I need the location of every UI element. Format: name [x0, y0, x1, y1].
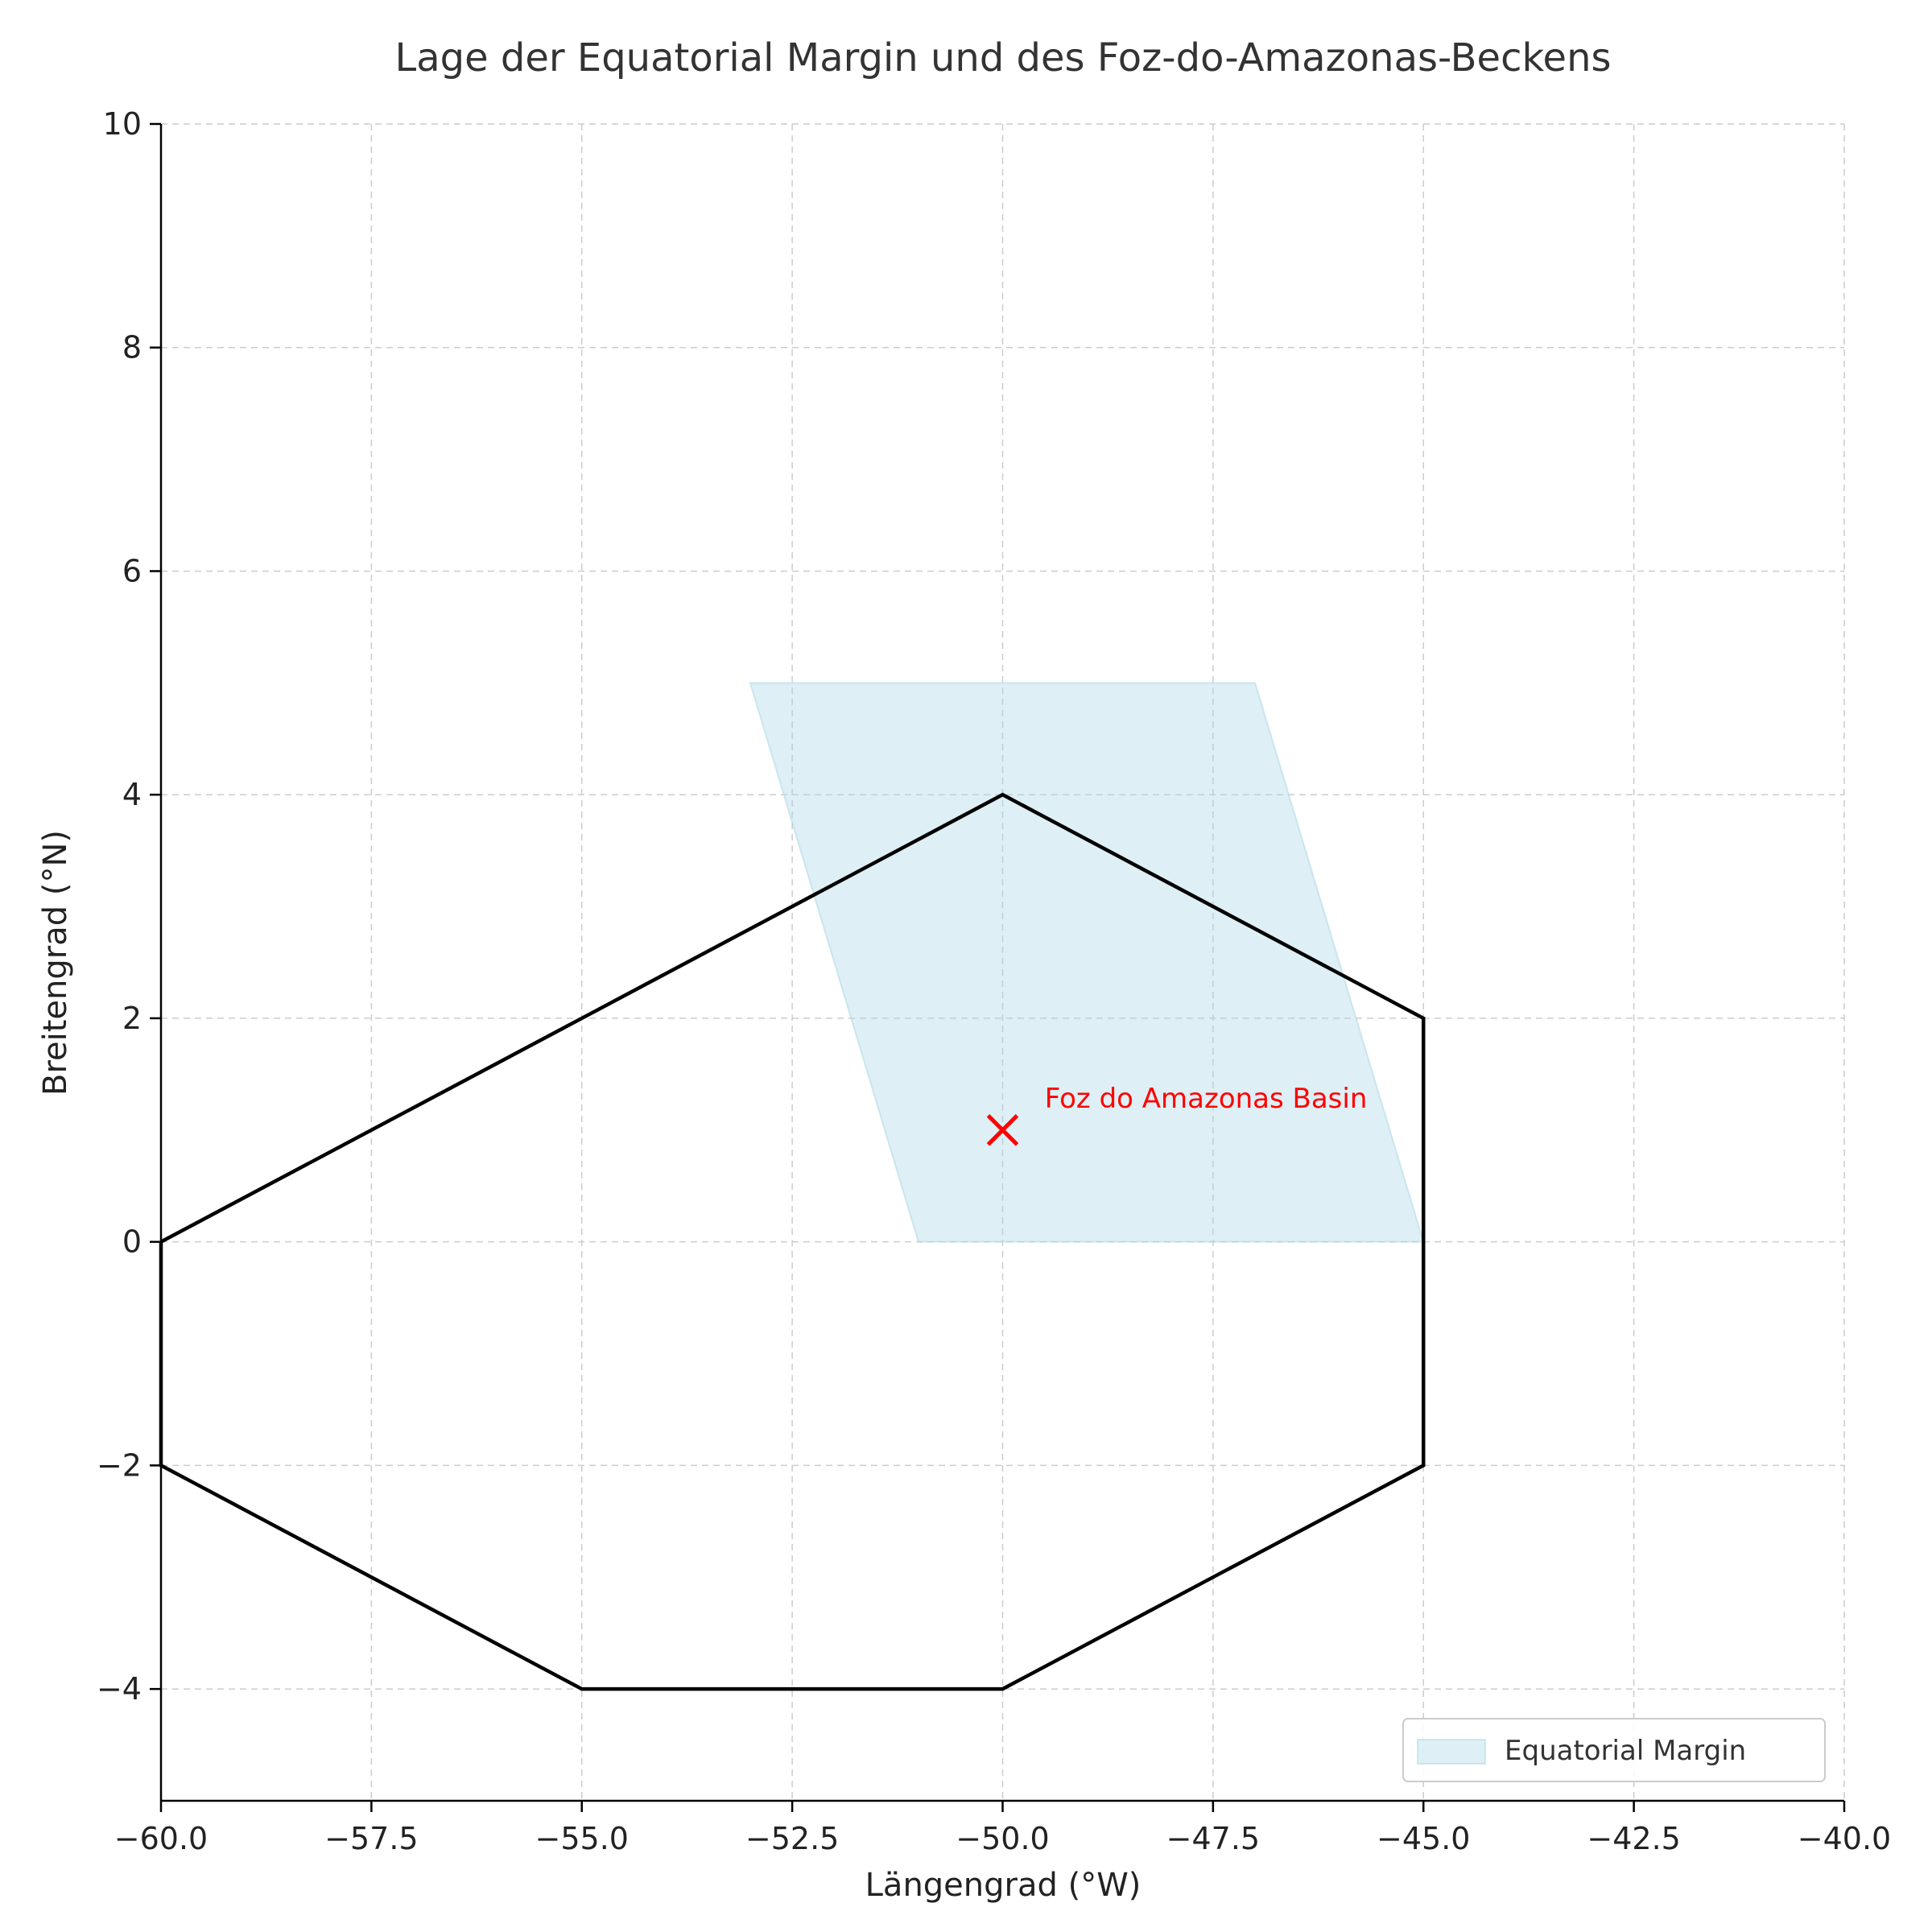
legend: Equatorial Margin [1402, 1718, 1826, 1782]
marker-foz-do-amazonas [986, 1114, 1019, 1146]
x-tick-label: −55.0 [535, 1821, 629, 1856]
x-ticks: −60.0 −57.5 −55.0 −52.5 −50.0 −47.5 −45.0 −42.5… [114, 1801, 1891, 1856]
x-tick-label: −45.0 [1377, 1821, 1470, 1856]
x-axis-label: Längengrad (°W) [865, 1867, 1141, 1904]
marker-stroke [986, 1114, 1019, 1146]
y-ticks: −4 −2 0 2 4 6 8 10 [97, 106, 161, 1707]
x-tick-label: −50.0 [956, 1821, 1049, 1856]
y-tick-label: 6 [122, 553, 142, 588]
legend-entry: Equatorial Margin [1505, 1735, 1746, 1767]
y-tick-label: 0 [122, 1224, 142, 1260]
x-tick-label: −40.0 [1798, 1821, 1891, 1856]
y-tick-label: 2 [122, 1001, 142, 1036]
x-tick-label: −42.5 [1587, 1821, 1680, 1856]
x-tick-label: −47.5 [1166, 1821, 1260, 1856]
marker-layer: Foz do Amazonas Basin [986, 1083, 1368, 1146]
legend-swatch [1417, 1739, 1486, 1765]
x-tick-label: −52.5 [745, 1821, 839, 1856]
legend-box [1402, 1718, 1826, 1782]
outline-line [159, 792, 1426, 1691]
y-axis-label: Breitengrad (°N) [37, 830, 74, 1096]
y-tick-label: 10 [103, 106, 142, 142]
chart-title: Lage der Equatorial Margin und des Foz-d… [394, 35, 1611, 80]
x-tick-label: −60.0 [114, 1821, 208, 1856]
y-tick-label: 8 [122, 330, 142, 365]
y-tick-label: −4 [97, 1671, 142, 1707]
x-tick-label: −57.5 [324, 1821, 418, 1856]
y-tick-label: 4 [122, 777, 142, 812]
y-tick-label: −2 [97, 1447, 142, 1483]
region-layer [749, 682, 1425, 1243]
region-equatorial-margin [749, 682, 1425, 1243]
marker-label: Foz do Amazonas Basin [1045, 1083, 1368, 1115]
grid-lines [160, 123, 1845, 1801]
outline-layer [159, 792, 1426, 1691]
